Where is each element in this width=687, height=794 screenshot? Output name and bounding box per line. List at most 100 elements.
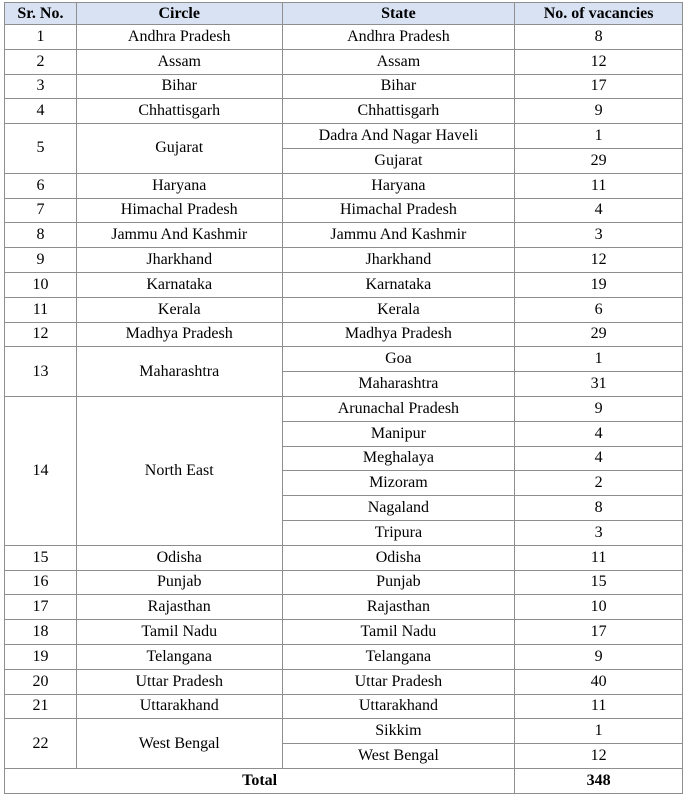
vacancies-cell: 29: [514, 147, 683, 174]
sr-no-cell: 1: [4, 24, 77, 50]
table-row: Meghalaya 4: [5, 445, 683, 472]
sr-no-cell: 13: [4, 346, 77, 397]
header-sr-no: Sr. No.: [4, 2, 77, 25]
sr-no-cell: 12: [4, 321, 77, 348]
state-cell: Kerala: [281, 296, 516, 323]
vacancies-cell: 1: [514, 123, 683, 149]
circle-cell: Uttarakhand: [75, 693, 283, 720]
table-row: 5 Gujarat Dadra And Nagar Haveli 1: [4, 123, 683, 174]
total-row: Total 348: [3, 767, 683, 794]
vacancies-cell: 12: [514, 247, 683, 273]
table-row: 20 Uttar Pradesh Uttar Pradesh 40: [4, 668, 683, 695]
table-row: Gujarat 29: [5, 147, 683, 174]
state-cell: Uttar Pradesh: [281, 668, 516, 695]
table-row: 14 North East Arunachal Pradesh 9: [4, 395, 683, 546]
table-row: Maharashtra 31: [5, 371, 683, 397]
circle-cell: Bihar: [75, 73, 283, 100]
state-cell: Jammu And Kashmir: [281, 222, 516, 249]
sr-no-cell: 7: [4, 197, 77, 224]
table-row: 15 Odisha Odisha 11: [4, 544, 683, 571]
circle-cell: Maharashtra: [75, 346, 283, 397]
table-row: 1 Andhra Pradesh Andhra Pradesh 8: [4, 24, 683, 50]
table-row: 3 Bihar Bihar 17: [4, 73, 683, 100]
vacancies-cell: 12: [514, 48, 683, 75]
state-cell: Meghalaya: [281, 445, 516, 472]
state-cell: Arunachal Pradesh: [281, 395, 516, 422]
header-row: Sr. No. Circle State No. of vacancies: [4, 2, 683, 25]
state-cell: Assam: [281, 48, 516, 75]
sr-no-cell: 10: [4, 271, 77, 298]
state-cell: Telangana: [281, 643, 516, 670]
state-cell: Madhya Pradesh: [281, 321, 516, 348]
table-row: Manipur 4: [5, 420, 683, 447]
state-cell: Haryana: [281, 172, 516, 199]
sr-no-cell: 9: [4, 247, 77, 273]
sr-no-cell: 5: [4, 123, 77, 174]
table-row: Nagaland 8: [5, 495, 683, 521]
vacancies-table: Sr. No. Circle State No. of vacancies 1 A…: [3, 2, 683, 794]
state-cell: Manipur: [281, 420, 516, 447]
state-cell: Dadra And Nagar Haveli: [281, 123, 516, 149]
state-cell: Andhra Pradesh: [281, 24, 516, 50]
state-cell: Nagaland: [281, 495, 516, 521]
vacancies-cell: 1: [514, 718, 683, 745]
table-row: 12 Madhya Pradesh Madhya Pradesh 29: [4, 321, 683, 348]
vacancies-cell: 9: [514, 98, 683, 125]
vacancies-cell: 11: [514, 544, 683, 571]
vacancies-cell: 31: [514, 371, 683, 397]
vacancies-cell: 17: [514, 619, 683, 645]
table-row: Mizoram 2: [5, 470, 683, 497]
sr-no-cell: 19: [4, 643, 77, 670]
vacancies-cell: 8: [514, 24, 683, 50]
sr-no-cell: 11: [4, 296, 77, 323]
vacancies-cell: 4: [514, 445, 683, 472]
circle-cell: Odisha: [75, 544, 283, 571]
state-cell: Maharashtra: [281, 371, 516, 397]
table-row: 10 Karnataka Karnataka 19: [4, 271, 683, 298]
circle-cell: Rajasthan: [75, 594, 283, 621]
vacancies-cell: 12: [514, 743, 683, 769]
table-row: 6 Haryana Haryana 11: [4, 172, 683, 199]
table-row: 13 Maharashtra Goa 1: [4, 346, 683, 397]
table-row: 21 Uttarakhand Uttarakhand 11: [4, 693, 683, 720]
circle-cell: Haryana: [75, 172, 283, 199]
vacancies-cell: 15: [514, 569, 683, 596]
state-cell: Jharkhand: [281, 247, 516, 273]
circle-cell: Telangana: [75, 643, 283, 670]
state-cell: Himachal Pradesh: [281, 197, 516, 224]
table-row: 9 Jharkhand Jharkhand 12: [4, 247, 683, 273]
state-cell: Mizoram: [281, 470, 516, 497]
vacancies-cell: 11: [514, 172, 683, 199]
sr-no-cell: 3: [4, 73, 77, 100]
vacancies-cell: 9: [514, 395, 683, 422]
header-circle: Circle: [75, 2, 283, 25]
circle-cell: Madhya Pradesh: [75, 321, 283, 348]
vacancies-cell: 8: [514, 495, 683, 521]
circle-cell: North East: [75, 395, 283, 546]
state-cell: Gujarat: [281, 147, 516, 174]
total-label: Total: [3, 767, 516, 794]
state-cell: Chhattisgarh: [281, 98, 516, 125]
vacancies-cell: 19: [514, 271, 683, 298]
table-row: 7 Himachal Pradesh Himachal Pradesh 4: [4, 197, 683, 224]
vacancies-cell: 11: [514, 693, 683, 720]
table-row: Tripura 3: [5, 519, 683, 546]
sr-no-cell: 18: [4, 619, 77, 645]
table-row: 17 Rajasthan Rajasthan 10: [4, 594, 683, 621]
circle-cell: Punjab: [75, 569, 283, 596]
circle-cell: Karnataka: [75, 271, 283, 298]
vacancies-cell: 2: [514, 470, 683, 497]
state-cell: West Bengal: [281, 743, 516, 769]
state-cell: Uttarakhand: [281, 693, 516, 720]
circle-cell: West Bengal: [75, 718, 283, 769]
table-row: 22 West Bengal Sikkim 1: [4, 718, 683, 769]
circle-cell: Jharkhand: [75, 247, 283, 273]
vacancies-cell: 29: [514, 321, 683, 348]
table-row: 11 Kerala Kerala 6: [4, 296, 683, 323]
sr-no-cell: 8: [4, 222, 77, 249]
vacancies-cell: 9: [514, 643, 683, 670]
table-row: 2 Assam Assam 12: [4, 48, 683, 75]
sr-no-cell: 17: [4, 594, 77, 621]
vacancies-cell: 3: [514, 519, 683, 546]
state-cell: Karnataka: [281, 271, 516, 298]
